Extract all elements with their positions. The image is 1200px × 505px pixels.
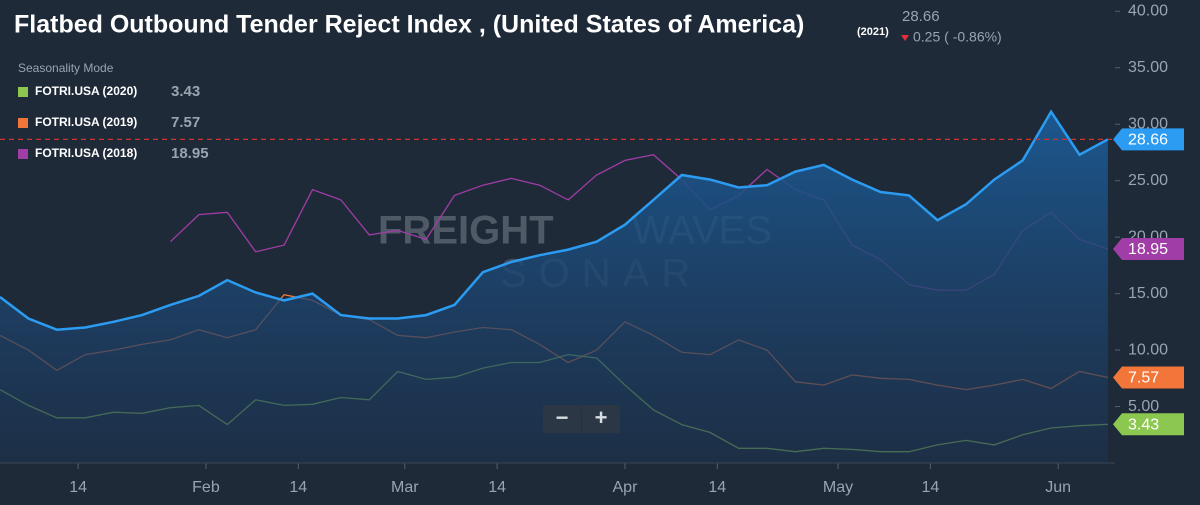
x-tick-label: Mar — [391, 479, 419, 496]
x-tick-label: 14 — [69, 479, 87, 496]
legend-label: FOTRI.USA (2020) — [35, 84, 137, 98]
value-tag — [1113, 128, 1184, 151]
legend-swatch — [18, 87, 28, 97]
value-tag — [1113, 366, 1184, 389]
x-tick-label: May — [823, 479, 853, 496]
value-tag-label: 28.66 — [1128, 132, 1168, 149]
x-tick-label: 14 — [708, 479, 726, 496]
legend-swatch — [18, 149, 28, 159]
watermark: FREIGHT — [378, 209, 554, 253]
legend-value: 3.43 — [171, 83, 200, 100]
zoom-out[interactable] — [543, 405, 581, 433]
chart-title: Flatbed Outbound Tender Reject Index , (… — [14, 11, 804, 39]
zoom-out-label[interactable]: − — [556, 405, 569, 430]
legend-value: 7.57 — [171, 114, 200, 131]
x-tick-label: Feb — [192, 479, 220, 496]
x-tick-label: Jun — [1045, 479, 1071, 496]
x-tick-label: Apr — [613, 479, 639, 496]
area — [0, 111, 1108, 464]
legend-swatch — [18, 118, 28, 128]
x-tick-label: 14 — [488, 479, 506, 496]
change-label: 0.25 ( -0.86%) — [913, 29, 1002, 45]
x-tick-label: 14 — [289, 479, 307, 496]
zoom-in[interactable] — [582, 405, 620, 433]
zoom-controls: − + — [543, 405, 620, 433]
y-tick-label: 40.00 — [1128, 3, 1168, 20]
down-arrow — [901, 35, 909, 41]
legend-label: FOTRI.USA (2019) — [35, 115, 137, 129]
zoom-in-label[interactable]: + — [595, 405, 608, 430]
line — [0, 109, 1109, 331]
latest-value: 28.66 — [902, 8, 940, 25]
legend-value: 18.95 — [171, 145, 209, 162]
legend-label: FOTRI.USA (2018) — [35, 146, 137, 160]
x-tick-label: 14 — [921, 479, 939, 496]
y-tick-label: 10.00 — [1128, 341, 1168, 358]
value-tag-label: 18.95 — [1128, 241, 1168, 258]
value-tag-label: 7.57 — [1128, 370, 1159, 387]
plot-area: FREIGHTWAVESSONAR — [0, 109, 1115, 464]
value-tag — [1113, 238, 1184, 261]
value-tag — [1113, 413, 1184, 436]
y-tick-label: 35.00 — [1128, 59, 1168, 76]
value-tag-label: 3.43 — [1128, 416, 1159, 433]
mode-label: Seasonality Mode — [18, 61, 114, 75]
title-year: (2021) — [857, 26, 889, 38]
y-tick-label: 25.00 — [1128, 172, 1168, 189]
y-tick-label: 5.00 — [1128, 398, 1159, 415]
y-tick-label: 30.00 — [1128, 115, 1168, 132]
y-tick-label: 15.00 — [1128, 285, 1168, 302]
